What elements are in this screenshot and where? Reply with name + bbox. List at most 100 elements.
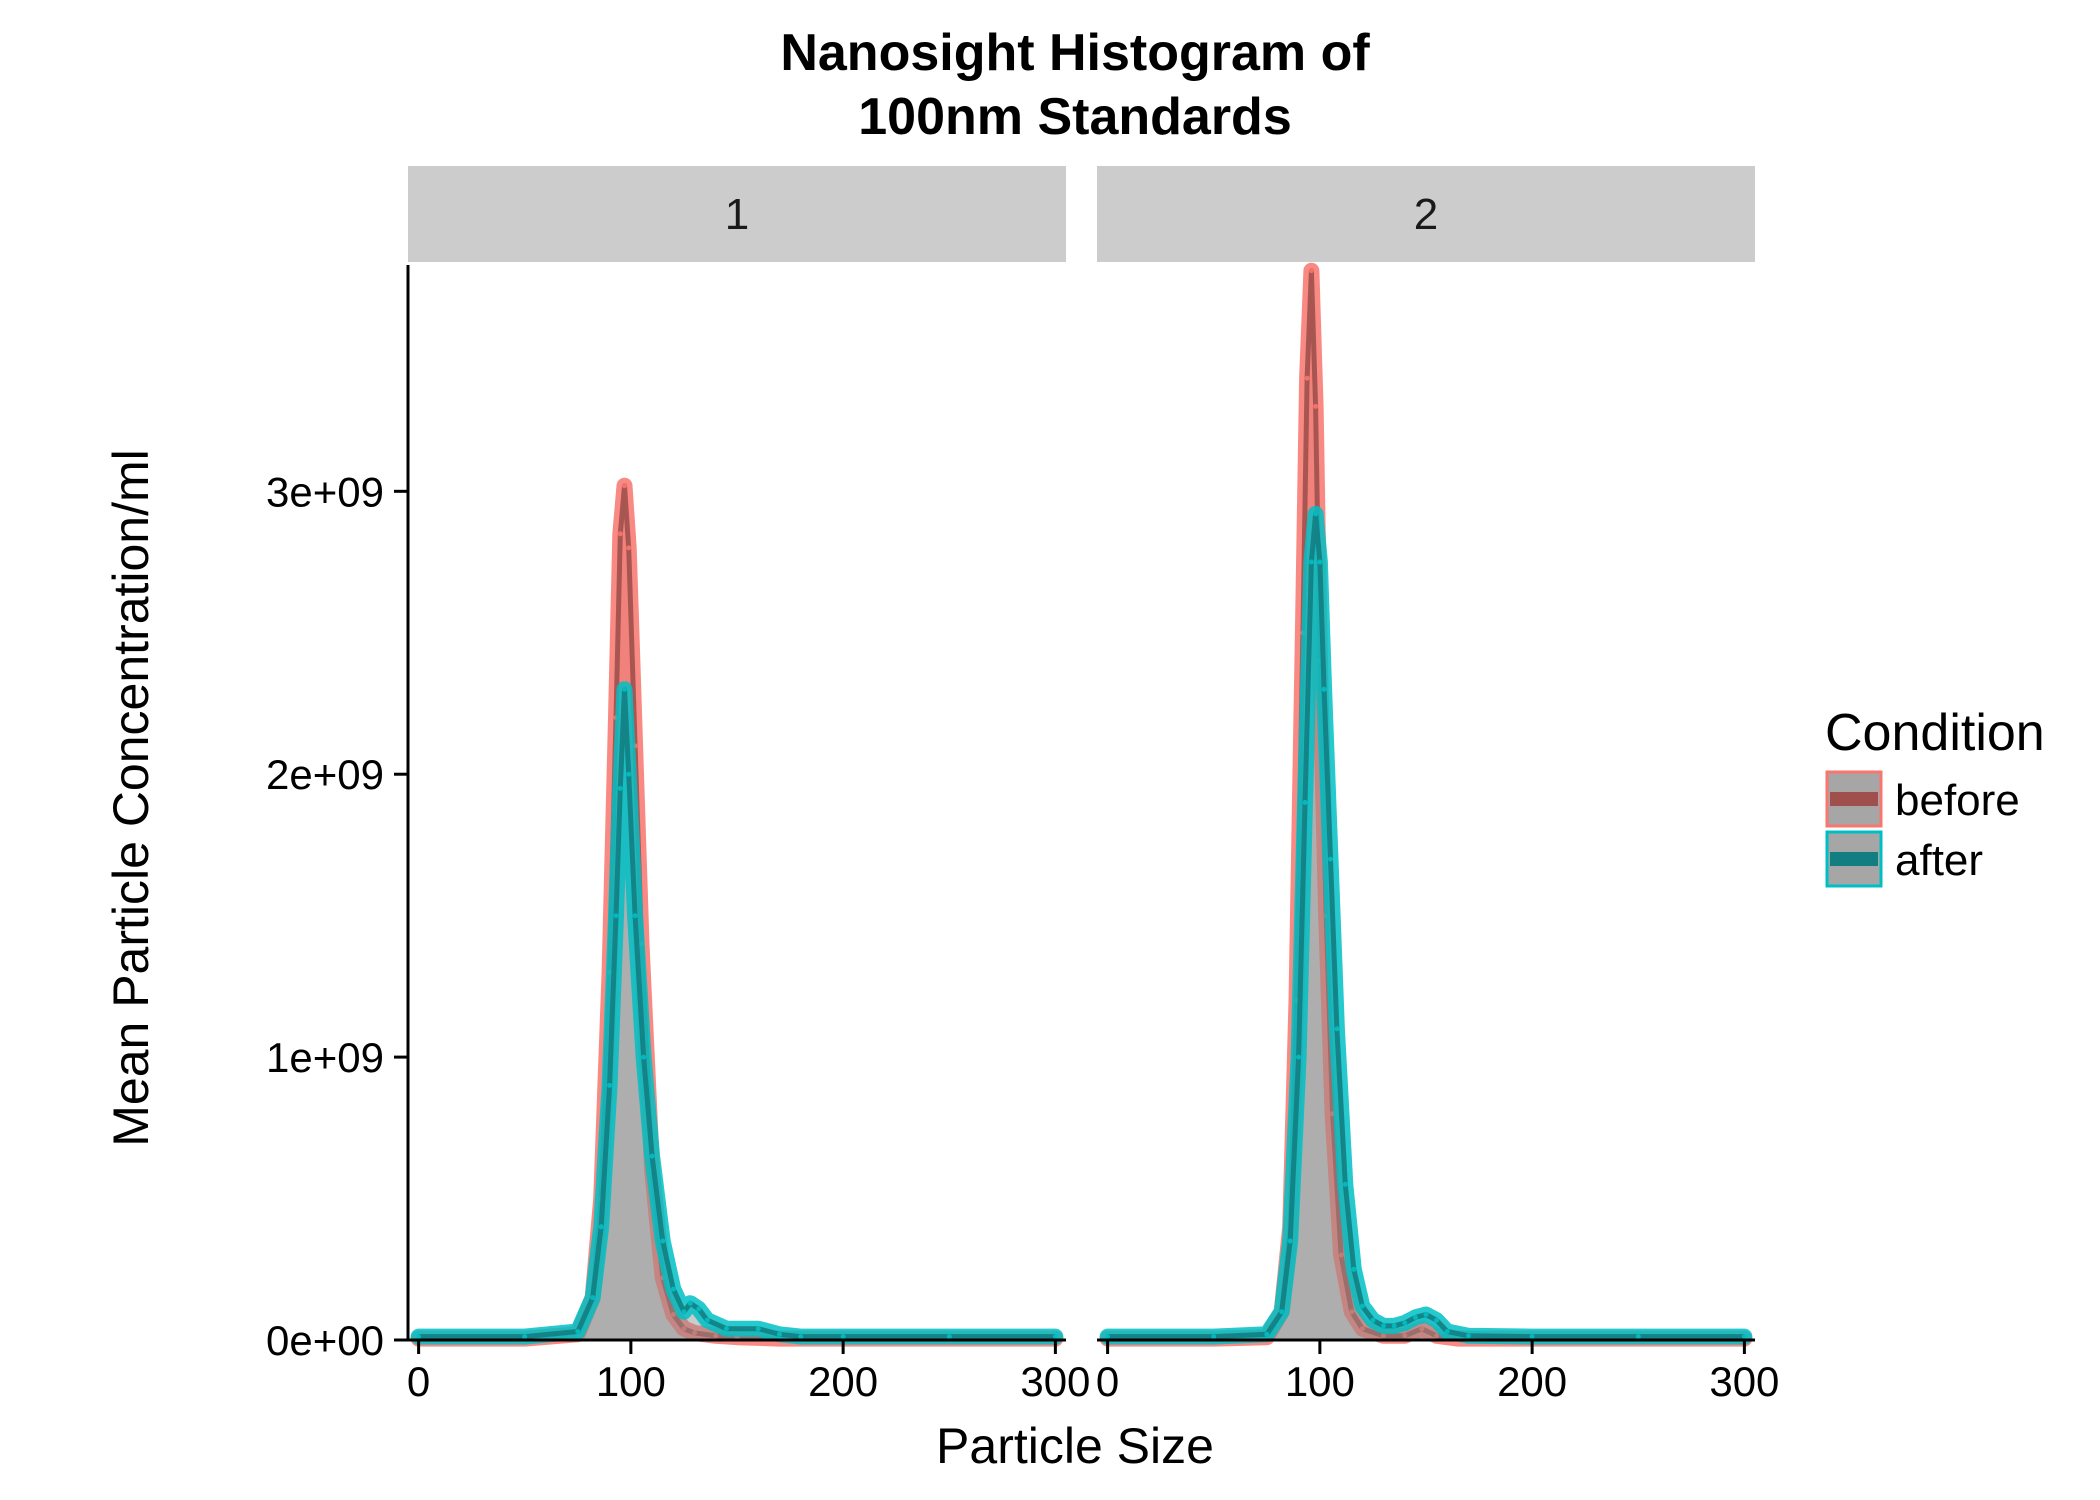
panel-1: 1 0 100 200 300 0e+00 1e+09 2e+09 3e+09	[266, 166, 1090, 1405]
data-point-after	[1635, 1334, 1641, 1340]
series-mean-line-after	[418, 686, 1056, 1340]
data-point-after	[704, 1317, 710, 1323]
data-point-after	[1466, 1333, 1471, 1339]
data-point-after	[1529, 1334, 1535, 1340]
data-point-after	[632, 913, 638, 919]
data-point-after	[798, 1334, 804, 1340]
legend-key-after	[1825, 830, 1883, 888]
data-point-after	[687, 1300, 693, 1306]
data-point-after	[681, 1309, 687, 1315]
data-point-after	[613, 913, 619, 919]
data-point-after	[607, 1082, 613, 1088]
y-tick-label: 0e+00	[266, 1317, 384, 1364]
data-point-after	[1351, 1266, 1357, 1272]
series-ribbon-after	[418, 689, 1056, 1340]
data-point-after	[1321, 686, 1327, 692]
data-point-after	[416, 1334, 422, 1340]
data-point-after	[522, 1334, 528, 1340]
data-point-after	[1434, 1317, 1440, 1323]
chart-title-line-1: Nanosight Histogram of	[780, 24, 1370, 82]
data-point-after	[617, 785, 623, 791]
data-point-after	[641, 1054, 647, 1060]
data-point-before	[681, 1326, 687, 1332]
data-point-after	[590, 1295, 596, 1301]
data-point-before	[1304, 375, 1310, 381]
data-point-after	[1313, 511, 1319, 517]
series-ribbon-before	[1107, 270, 1745, 1341]
legend: Condition before after	[1825, 704, 2045, 888]
data-point-after	[660, 1238, 666, 1244]
x-tick-label: 100	[596, 1358, 666, 1405]
y-tick-label: 2e+09	[266, 751, 384, 798]
data-point-after	[1279, 1309, 1285, 1315]
data-point-before	[1419, 1326, 1425, 1332]
data-point-after	[626, 771, 632, 777]
data-point-after	[1302, 800, 1308, 805]
data-point-after	[575, 1329, 581, 1334]
data-point-before	[1359, 1326, 1365, 1332]
data-point-after	[1105, 1334, 1111, 1340]
x-tick-label: 100	[1285, 1358, 1355, 1405]
facet-strip-1	[408, 166, 1066, 262]
series-line-before	[1099, 262, 1753, 1347]
data-point-before	[670, 1312, 676, 1317]
data-point-after	[840, 1334, 846, 1340]
data-point-before	[622, 483, 627, 489]
series-mean-line-before	[1107, 268, 1745, 1342]
data-point-after	[777, 1331, 782, 1337]
legend-swatch-line-before	[1830, 792, 1878, 806]
data-point-after	[1359, 1303, 1365, 1309]
data-point-before	[713, 1333, 719, 1339]
data-point-after	[1412, 1314, 1418, 1320]
data-point-after	[670, 1286, 676, 1292]
data-point-before	[617, 531, 623, 537]
data-point-after	[1296, 1054, 1302, 1060]
chart-title-line-2: 100nm Standards	[858, 88, 1292, 146]
data-point-after	[649, 1153, 655, 1159]
legend-key-before	[1825, 770, 1883, 828]
data-point-before	[1434, 1333, 1440, 1339]
data-point-after	[1423, 1312, 1429, 1317]
y-tick-label: 1e+09	[266, 1034, 384, 1081]
series-ribbon-before	[418, 485, 1056, 1340]
series-line-before	[410, 477, 1064, 1347]
data-point-after	[1402, 1320, 1408, 1326]
x-tick-label: 200	[808, 1358, 878, 1405]
panel-2: 2 0 100 200 300	[1096, 166, 1779, 1405]
data-point-after	[696, 1306, 702, 1312]
data-point-after	[598, 1224, 604, 1230]
data-point-after	[723, 1326, 729, 1332]
legend-title: Condition	[1825, 704, 2045, 762]
data-point-after	[1741, 1334, 1747, 1340]
data-point-after	[1308, 559, 1314, 565]
x-tick-label: 0	[407, 1358, 430, 1405]
legend-label-before: before	[1895, 776, 2020, 825]
x-axis-title: Particle Size	[936, 1418, 1214, 1474]
data-point-after	[1211, 1334, 1217, 1340]
data-point-before	[692, 1330, 697, 1336]
y-tick-label: 3e+09	[266, 468, 384, 515]
data-point-before	[1313, 403, 1319, 409]
facet-strip-label-1: 1	[725, 190, 749, 239]
x-tick-label: 0	[1096, 1358, 1119, 1405]
data-point-before	[1308, 268, 1314, 274]
data-point-after	[1287, 1238, 1293, 1244]
data-point-after	[1391, 1323, 1397, 1329]
data-point-before	[1402, 1333, 1408, 1339]
facet-strip-2	[1097, 166, 1755, 262]
series-mean-line-after	[1107, 511, 1745, 1340]
series-ribbon-after	[1107, 513, 1745, 1340]
data-point-after	[1381, 1323, 1386, 1329]
data-point-before	[1381, 1333, 1386, 1339]
x-tick-label: 200	[1497, 1358, 1567, 1405]
data-point-after	[1328, 856, 1333, 862]
data-point-after	[1317, 559, 1323, 565]
data-point-after	[1342, 1181, 1348, 1187]
series-line-after	[410, 681, 1064, 1345]
data-point-after	[946, 1334, 952, 1340]
data-point-after	[1334, 1026, 1340, 1032]
series-line-after	[1099, 505, 1753, 1345]
data-point-after	[622, 686, 627, 692]
data-point-before	[1349, 1309, 1355, 1315]
